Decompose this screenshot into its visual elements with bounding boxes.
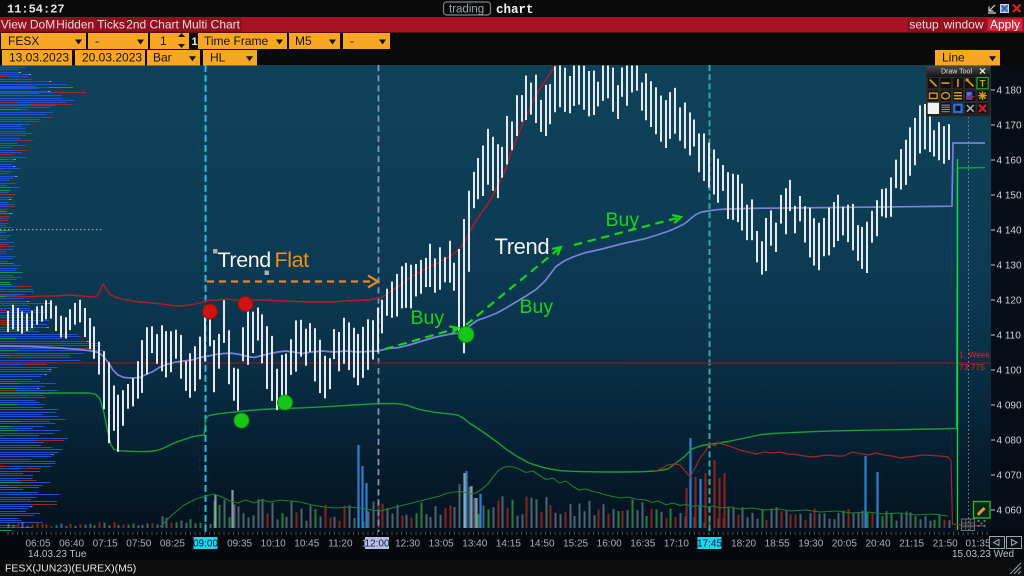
svg-text:Time Frame: Time Frame [204, 34, 269, 48]
svg-text:20:40: 20:40 [865, 539, 890, 550]
svg-text:13.03.2023: 13.03.2023 [9, 51, 69, 65]
svg-text:15:25: 15:25 [563, 539, 588, 550]
svg-text:4 110: 4 110 [997, 331, 1022, 342]
svg-text:Bar: Bar [153, 51, 172, 65]
svg-text:1: 1 [192, 36, 198, 48]
svg-text:Trend: Trend [495, 234, 550, 259]
svg-text:07:50: 07:50 [126, 539, 151, 550]
svg-text:View DoM: View DoM [1, 18, 55, 32]
svg-text:14:50: 14:50 [529, 539, 554, 550]
svg-text:13:05: 13:05 [429, 539, 454, 550]
svg-text:19:30: 19:30 [798, 539, 823, 550]
svg-text:09:35: 09:35 [227, 539, 252, 550]
svg-text:FESX: FESX [8, 34, 39, 48]
svg-text:Buy: Buy [606, 209, 640, 231]
svg-text:Hidden Ticks: Hidden Ticks [56, 18, 125, 32]
svg-text:16:00: 16:00 [597, 539, 622, 550]
svg-text:trading: trading [449, 4, 484, 16]
svg-text:4 120: 4 120 [997, 296, 1022, 307]
svg-text:07:15: 07:15 [93, 539, 118, 550]
svg-text:17:45: 17:45 [697, 539, 722, 550]
svg-text:16:35: 16:35 [630, 539, 655, 550]
svg-text:Buy: Buy [520, 296, 554, 318]
svg-text:Multi Chart: Multi Chart [182, 18, 241, 32]
svg-text:21:50: 21:50 [933, 539, 958, 550]
svg-text:-: - [95, 34, 99, 48]
svg-text:12:30: 12:30 [395, 539, 420, 550]
svg-text:06:05: 06:05 [25, 539, 50, 550]
svg-text:10:45: 10:45 [294, 539, 319, 550]
svg-text:chart: chart [496, 3, 534, 17]
svg-text:2nd Chart: 2nd Chart [126, 18, 179, 32]
svg-text:08:25: 08:25 [160, 539, 185, 550]
svg-text:Draw Tool: Draw Tool [941, 69, 972, 76]
svg-text:4 170: 4 170 [997, 121, 1022, 132]
svg-text:Line: Line [942, 51, 965, 65]
svg-text:17:10: 17:10 [664, 539, 689, 550]
svg-text:20.03.2023: 20.03.2023 [82, 51, 142, 65]
svg-text:FESX(JUN23)(EUREX)(M5): FESX(JUN23)(EUREX)(M5) [5, 563, 136, 575]
svg-text:4 060: 4 060 [997, 506, 1022, 517]
svg-text:4 080: 4 080 [997, 436, 1022, 447]
svg-text:4 090: 4 090 [997, 401, 1022, 412]
svg-text:window: window [942, 18, 983, 32]
svg-text:1. Week: 1. Week [959, 350, 991, 360]
svg-text:11:54:27: 11:54:27 [7, 3, 65, 17]
svg-text:M5: M5 [295, 34, 312, 48]
svg-text:Flat: Flat [275, 248, 310, 272]
svg-text:10:10: 10:10 [261, 539, 286, 550]
svg-text:4 180: 4 180 [997, 86, 1022, 97]
svg-text:HL: HL [210, 51, 226, 65]
svg-text:setup: setup [909, 18, 939, 32]
svg-text:4 160: 4 160 [997, 156, 1022, 167]
svg-text:T: T [980, 79, 986, 90]
svg-text:14.03.23 Tue: 14.03.23 Tue [28, 549, 87, 560]
svg-text:Trend: Trend [218, 248, 271, 272]
svg-text:Buy: Buy [411, 307, 445, 329]
svg-text:21:15: 21:15 [899, 539, 924, 550]
svg-text:4 140: 4 140 [997, 226, 1022, 237]
svg-text:-: - [350, 34, 354, 48]
svg-text:06:40: 06:40 [59, 539, 84, 550]
svg-text:73 775: 73 775 [959, 362, 985, 372]
svg-text:12:00: 12:00 [364, 539, 389, 550]
svg-text:11:20: 11:20 [328, 539, 353, 550]
svg-text:13:40: 13:40 [462, 539, 487, 550]
svg-text:18:55: 18:55 [765, 539, 790, 550]
svg-text:20:05: 20:05 [832, 539, 857, 550]
svg-text:4 070: 4 070 [997, 471, 1022, 482]
svg-text:01:35: 01:35 [965, 539, 990, 550]
svg-text:15.03.23 Wed: 15.03.23 Wed [952, 549, 1014, 560]
svg-text:09:00: 09:00 [193, 539, 218, 550]
svg-text:4 150: 4 150 [997, 191, 1022, 202]
svg-text:18:20: 18:20 [731, 539, 756, 550]
svg-text:14:15: 14:15 [496, 539, 521, 550]
svg-text:4 100: 4 100 [997, 366, 1022, 377]
svg-text:4 130: 4 130 [997, 261, 1022, 272]
svg-text:Apply: Apply [990, 18, 1020, 32]
svg-text:1: 1 [160, 34, 167, 48]
